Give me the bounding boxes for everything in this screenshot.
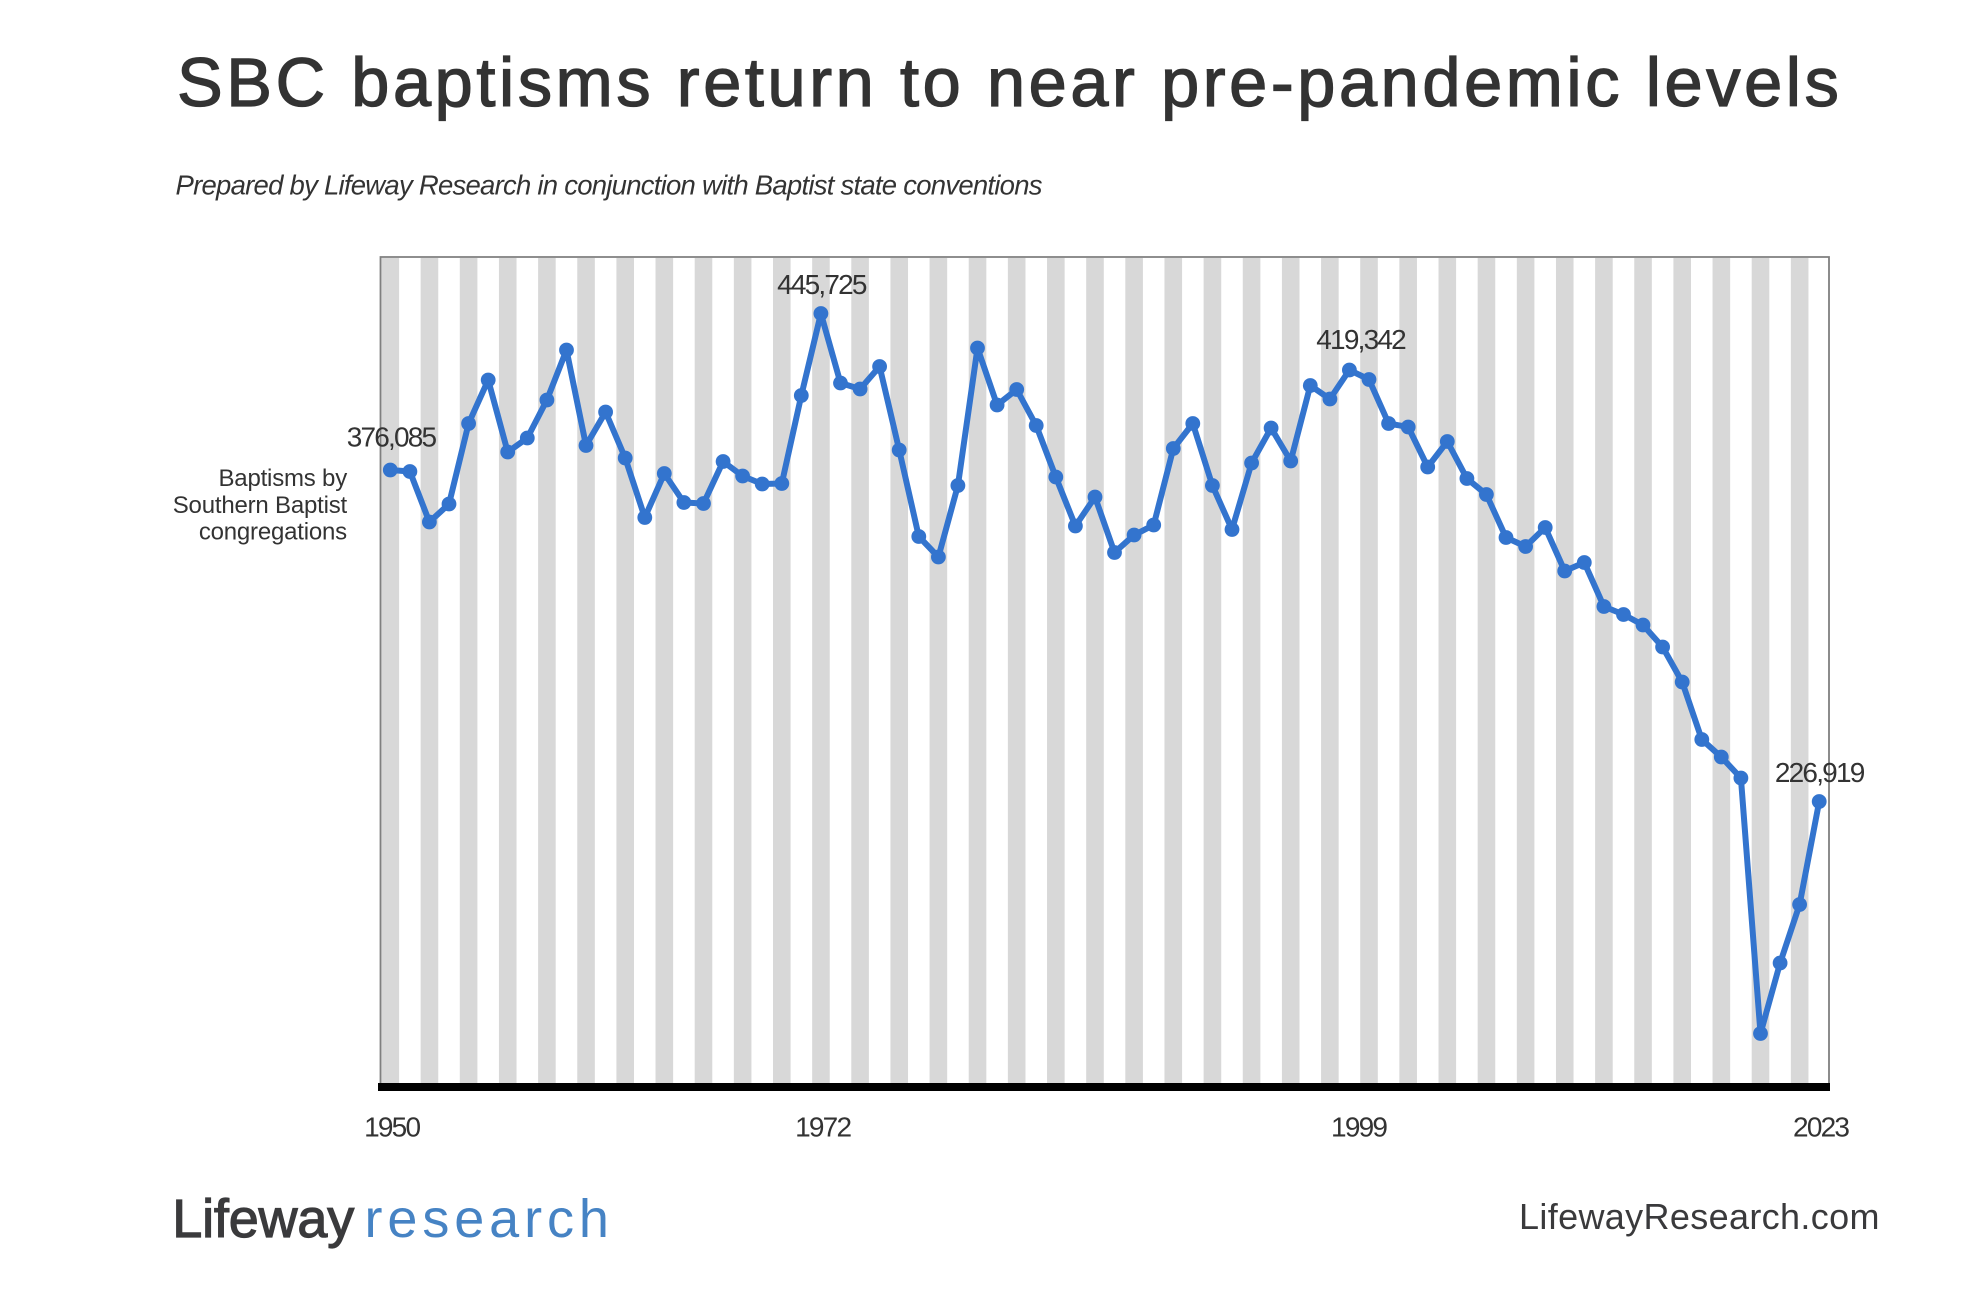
svg-text:2023: 2023 [1793, 1112, 1849, 1143]
svg-text:419,342: 419,342 [1316, 324, 1406, 355]
svg-text:Lifeway: Lifeway [172, 1189, 354, 1249]
svg-text:congregations: congregations [199, 519, 347, 546]
svg-text:1999: 1999 [1331, 1112, 1387, 1143]
svg-text:445,725: 445,725 [777, 269, 867, 300]
svg-text:376,085: 376,085 [347, 422, 437, 453]
svg-text:Baptisms by: Baptisms by [218, 465, 347, 492]
svg-text:LifewayResearch.com: LifewayResearch.com [1519, 1196, 1880, 1237]
svg-text:Southern Baptist: Southern Baptist [173, 492, 348, 519]
svg-text:226,919: 226,919 [1775, 757, 1865, 788]
svg-text:research: research [365, 1189, 614, 1249]
svg-text:1972: 1972 [795, 1112, 851, 1143]
svg-text:1950: 1950 [364, 1112, 420, 1143]
svg-text:SBC baptisms return to near pr: SBC baptisms return to near pre-pandemic… [177, 44, 1842, 121]
svg-text:Prepared by Lifeway Research i: Prepared by Lifeway Research in conjunct… [176, 170, 1043, 201]
